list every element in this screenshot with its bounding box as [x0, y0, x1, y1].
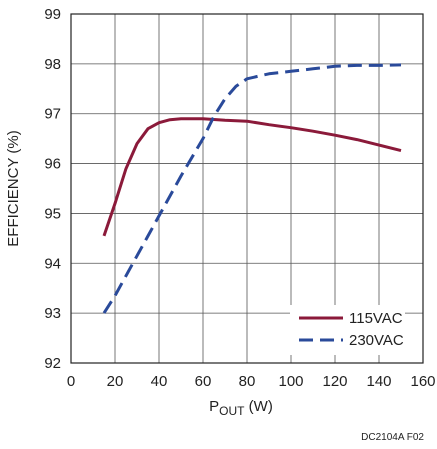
legend-background	[290, 305, 405, 355]
x-axis-label-subscript: OUT	[219, 404, 245, 418]
x-axis-label-unit: (W)	[245, 398, 273, 415]
y-axis-label: EFFICIENCY (%)	[5, 130, 22, 246]
y-tick-label: 96	[44, 156, 61, 173]
x-tick-label: 0	[67, 373, 75, 390]
x-tick-label: 140	[366, 373, 391, 390]
series-line-115vac	[102, 117, 402, 237]
y-tick-label: 95	[44, 205, 61, 222]
x-tick-labels: 0 20 40 60 80 100 120 140 160	[67, 373, 436, 390]
x-axis-label-main: P	[209, 398, 219, 415]
y-tick-label: 97	[44, 106, 61, 123]
y-tick-label: 99	[44, 6, 61, 23]
figure-id: DC2104A F02	[361, 432, 424, 443]
series-layer	[102, 63, 402, 314]
x-tick-label: 20	[107, 373, 124, 390]
x-tick-label: 40	[151, 373, 168, 390]
series-line-230vac	[102, 63, 402, 314]
x-tick-label: 60	[195, 373, 212, 390]
y-tick-label: 94	[44, 255, 61, 272]
legend: 115VAC 230VAC	[290, 305, 405, 355]
legend-label-230vac: 230VAC	[349, 332, 404, 349]
x-tick-label: 100	[278, 373, 303, 390]
y-tick-label: 92	[44, 355, 61, 372]
x-tick-label: 80	[239, 373, 256, 390]
x-axis-label: POUT (W)	[209, 398, 273, 418]
plot-frame	[70, 13, 424, 364]
x-tick-label: 120	[322, 373, 347, 390]
y-tick-label: 98	[44, 56, 61, 73]
x-tick-label: 160	[410, 373, 435, 390]
legend-label-115vac: 115VAC	[349, 310, 403, 327]
y-tick-labels: 92 93 94 95 96 97 98 99	[44, 6, 61, 372]
y-tick-label: 93	[44, 305, 61, 322]
